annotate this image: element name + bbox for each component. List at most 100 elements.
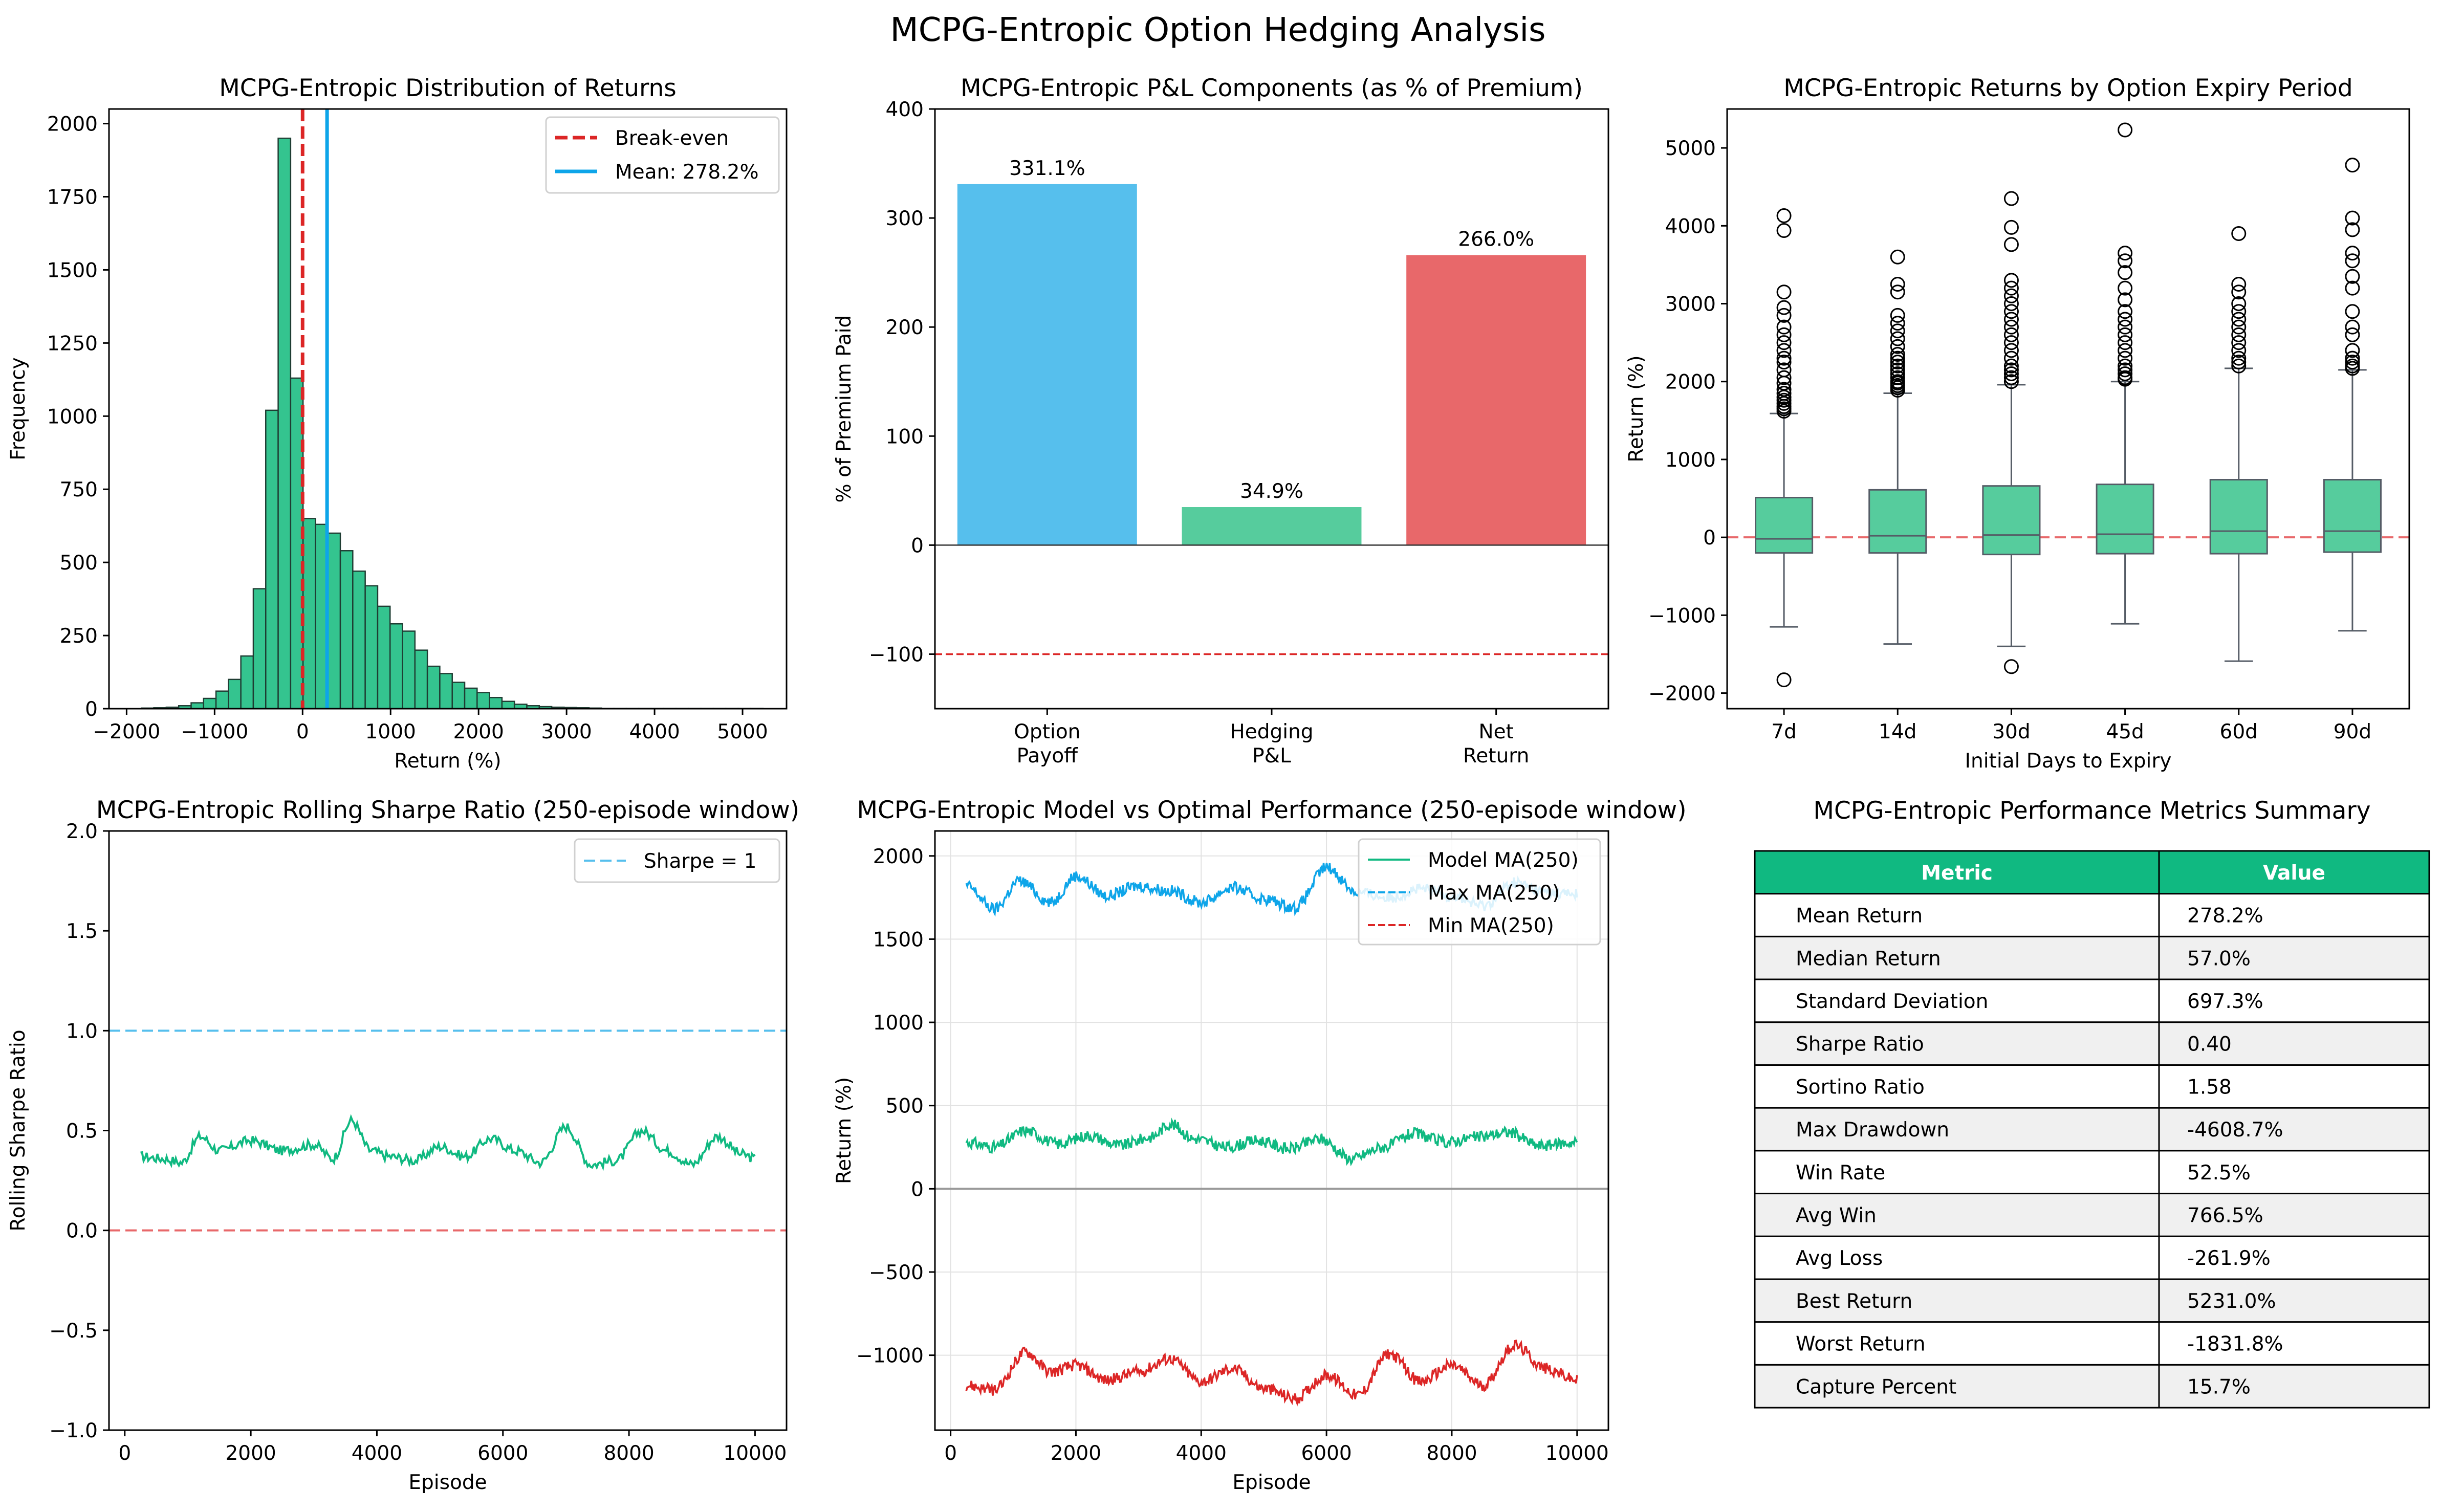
outlier-point <box>2003 362 2019 378</box>
outlier-point <box>2345 253 2360 269</box>
sharpe-series-line <box>140 1114 756 1171</box>
x-tick-label: 30d <box>1992 720 2030 743</box>
model-ma-line <box>965 1117 1578 1167</box>
box-iqr <box>1868 489 1927 554</box>
histogram-bar <box>476 692 490 710</box>
outlier-point <box>2231 335 2247 350</box>
outlier-point <box>2003 273 2019 288</box>
expiry-boxplot-panel: 7d 14d 30d 45d 60d 90d −2000 −1000 0 1000 2000 3000… <box>1625 74 2410 773</box>
outlier-point <box>2118 327 2133 342</box>
outlier-point <box>2118 350 2133 366</box>
y-tick-label: 0.0 <box>66 1220 98 1243</box>
x-tick-label: 0 <box>296 720 309 743</box>
outlier-point <box>2231 350 2247 366</box>
outlier-point <box>2231 296 2247 312</box>
histogram-bar <box>339 550 354 710</box>
outlier-point <box>2003 335 2019 350</box>
outlier-point <box>2345 361 2360 376</box>
x-tick-label: 60d <box>2220 720 2258 743</box>
y-tick-label: 5000 <box>1665 137 1716 160</box>
x-tick-label: 6000 <box>477 1442 528 1465</box>
outlier-point <box>2118 265 2133 280</box>
bar-value-label: 34.9% <box>1240 480 1303 503</box>
y-tick-label: 1750 <box>47 186 98 209</box>
legend-label: Sharpe = 1 <box>644 850 756 873</box>
outlier-point <box>2003 288 2019 303</box>
table-row: Sortino Ratio 1.58 <box>1754 1064 2430 1109</box>
metric-value-cell: 0.40 <box>2187 1033 2232 1056</box>
y-axis-label: % of Premium Paid <box>833 315 856 503</box>
y-tick-label: 3000 <box>1665 293 1716 316</box>
table-header-row <box>1754 850 2430 895</box>
histogram-panel: −2000 −1000 0 1000 2000 3000 4000 5000 0 250 500 75… <box>7 74 788 773</box>
x-tick-label: 45d <box>2106 720 2144 743</box>
outlier-point <box>2003 370 2019 385</box>
y-tick-label: 1250 <box>47 332 98 355</box>
outlier-point <box>2231 319 2247 335</box>
y-tick-label: 2000 <box>873 845 924 868</box>
y-tick-label: 250 <box>60 625 98 648</box>
outlier-point <box>1776 319 1792 335</box>
histogram-bar <box>190 702 205 710</box>
metric-name-cell: Median Return <box>1796 947 1941 970</box>
outlier-point <box>1890 249 1905 265</box>
outlier-point <box>2003 296 2019 312</box>
x-tick-label: 10000 <box>723 1442 787 1465</box>
x-tick-label: Return <box>1463 744 1529 768</box>
histogram-bar <box>389 623 403 710</box>
outlier-point <box>2003 350 2019 366</box>
y-axis-label: Return (%) <box>1625 355 1648 462</box>
outlier-point <box>2231 276 2247 292</box>
x-tick-label: P&L <box>1252 744 1291 768</box>
y-tick-label: 0 <box>911 534 924 557</box>
outlier-point <box>2345 222 2360 237</box>
panel-title: MCPG-Entropic Performance Metrics Summar… <box>1813 797 2370 825</box>
outlier-point <box>2118 312 2133 327</box>
outlier-point <box>2118 304 2133 319</box>
outlier-point <box>2345 350 2360 366</box>
metric-value-cell: 15.7% <box>2187 1375 2251 1398</box>
table-row: Avg Loss -261.9% <box>1754 1235 2430 1280</box>
y-tick-label: −100 <box>869 643 924 666</box>
table-row: Max Drawdown -4608.7% <box>1754 1107 2430 1152</box>
metric-name-cell: Max Drawdown <box>1796 1119 1949 1142</box>
outlier-point <box>2003 343 2019 358</box>
outlier-point <box>2003 304 2019 319</box>
outlier-point <box>2231 327 2247 342</box>
table-row-background <box>1754 1364 2430 1409</box>
x-tick-label: 2000 <box>225 1442 276 1465</box>
outlier-point <box>1776 284 1792 300</box>
y-tick-label: 500 <box>886 1095 924 1118</box>
outlier-point <box>2345 158 2360 173</box>
table-row: Capture Percent 15.7% <box>1754 1364 2430 1409</box>
x-tick-label: 6000 <box>1301 1442 1352 1465</box>
metric-name-cell: Avg Win <box>1796 1204 1877 1227</box>
histogram-bar <box>414 649 428 710</box>
y-tick-label: 0 <box>85 698 98 721</box>
y-tick-label: 0 <box>911 1178 924 1201</box>
metric-value-cell: 278.2% <box>2187 905 2263 928</box>
outlier-point <box>2118 253 2133 269</box>
legend-box <box>574 838 780 883</box>
table-row: Win Rate 52.5% <box>1754 1150 2430 1195</box>
y-tick-label: 2.0 <box>66 820 98 843</box>
box-iqr <box>2323 479 2382 553</box>
box-iqr <box>1755 497 1814 554</box>
metric-value-cell: 57.0% <box>2187 947 2251 970</box>
metric-value-cell: -261.9% <box>2187 1247 2271 1270</box>
outlier-point <box>1776 208 1792 224</box>
outlier-point <box>2231 312 2247 327</box>
outlier-point <box>2118 335 2133 350</box>
metric-value-cell: 697.3% <box>2187 990 2263 1013</box>
outlier-point <box>2118 343 2133 358</box>
metric-value-cell: 52.5% <box>2187 1162 2251 1185</box>
figure-title: MCPG-Entropic Option Hedging Analysis <box>890 11 1546 49</box>
outlier-point <box>2118 122 2133 138</box>
bar-value-label: 266.0% <box>1458 228 1534 251</box>
x-tick-label: 8000 <box>603 1442 654 1465</box>
x-tick-label: 5000 <box>717 720 768 743</box>
x-axis-label: Return (%) <box>394 750 501 773</box>
histogram-bar <box>501 700 515 710</box>
outlier-point <box>2003 312 2019 327</box>
